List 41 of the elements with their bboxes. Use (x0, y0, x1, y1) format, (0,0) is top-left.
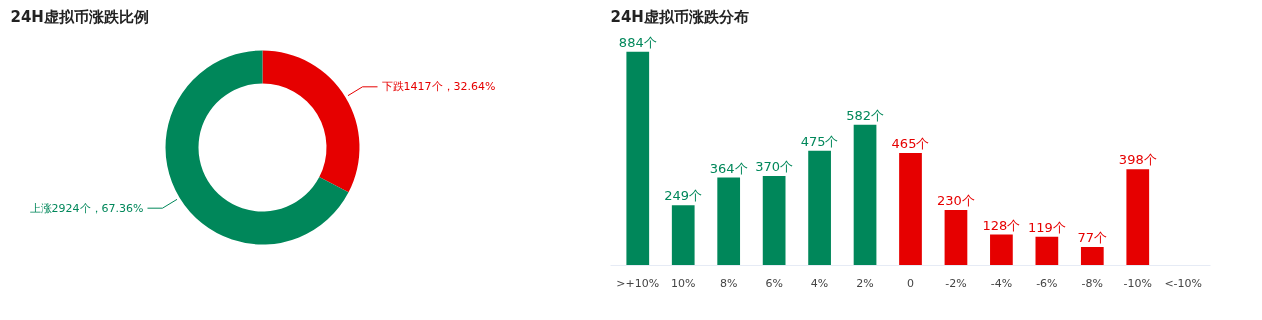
x-tick-label: 4% (810, 276, 829, 290)
data-label: 119个 (1027, 219, 1066, 235)
x-tick-label: -8% (1081, 276, 1104, 290)
x-tick-label: 0 (907, 276, 914, 290)
bar (1035, 236, 1059, 266)
data-label: 884个 (618, 34, 657, 50)
bar (944, 209, 968, 266)
x-tick-label: 8% (719, 276, 738, 290)
bar (1126, 169, 1150, 266)
data-label: 77个 (1077, 229, 1108, 245)
data-label: 370个 (755, 159, 794, 175)
data-label: 465个 (891, 136, 930, 152)
bar (1080, 246, 1104, 266)
data-label: 128个 (982, 217, 1021, 233)
x-tick-label: -4% (990, 276, 1013, 290)
bar (853, 124, 877, 266)
bar (671, 205, 695, 266)
bar (990, 234, 1013, 266)
bar (626, 51, 650, 266)
data-label: 364个 (709, 160, 748, 176)
bar (762, 176, 786, 266)
bar (808, 150, 831, 266)
x-tick-label: 2% (856, 276, 874, 290)
chart-title: 24H虚拟币涨跌分布 (610, 7, 749, 26)
data-label: 398个 (1118, 152, 1157, 168)
data-label: 230个 (937, 192, 975, 208)
slice-label: 下跌1417个，32.64% (381, 80, 496, 94)
x-tick-label: -6% (1036, 276, 1058, 290)
data-label: 475个 (800, 133, 839, 149)
data-label: 249个 (664, 188, 703, 204)
bar (717, 177, 741, 266)
x-tick-label: 6% (765, 276, 783, 290)
x-tick-label: <-10% (1164, 276, 1203, 290)
bar (899, 153, 922, 266)
x-tick-label: 10% (671, 276, 696, 290)
x-tick-label: >+10% (616, 276, 660, 290)
data-label: 582个 (846, 107, 884, 123)
x-tick-label: -2% (945, 276, 967, 290)
slice-label: 上涨2924个，67.36% (29, 201, 144, 215)
chart-title: 24H虚拟币涨跌比例 (10, 7, 149, 26)
x-tick-label: -10% (1123, 276, 1152, 290)
